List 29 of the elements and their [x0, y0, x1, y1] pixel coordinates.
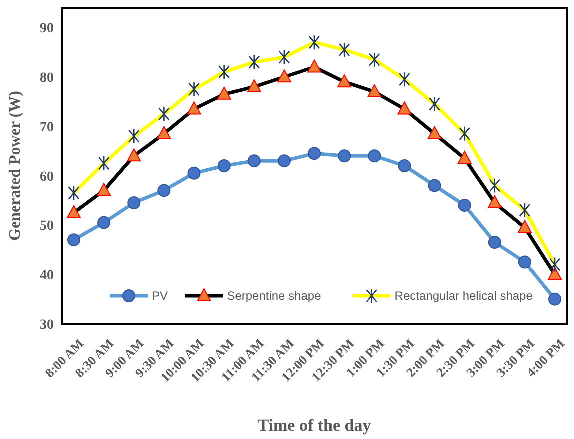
point: [338, 150, 352, 163]
point: [548, 292, 562, 306]
point: [278, 154, 291, 168]
point: [248, 154, 261, 168]
x-axis-title: Time of the day: [258, 416, 372, 435]
point: [428, 179, 442, 192]
point: [398, 160, 412, 172]
point: [68, 234, 80, 247]
y-tick-label: 70: [40, 120, 54, 136]
legend-label: PV: [152, 289, 168, 304]
point: [158, 184, 171, 198]
point: [518, 256, 532, 269]
y-tick-label: 40: [40, 268, 54, 284]
y-axis-title: Generated Power (W): [7, 91, 24, 241]
y-tick-label: 60: [40, 170, 54, 185]
point: [458, 199, 472, 212]
legend-label: Rectangular helical shape: [394, 289, 534, 304]
point: [218, 160, 231, 172]
y-tick-label: 30: [40, 318, 54, 333]
point: [98, 216, 111, 230]
point: [128, 196, 141, 210]
point: [308, 147, 321, 160]
y-tick-label: 50: [40, 219, 54, 234]
point: [488, 236, 502, 250]
point: [368, 150, 382, 163]
legend-label: Serpentine shape: [227, 289, 322, 304]
point: [188, 166, 201, 180]
y-tick-label: 90: [40, 22, 54, 37]
y-tick-label: 80: [40, 71, 54, 86]
